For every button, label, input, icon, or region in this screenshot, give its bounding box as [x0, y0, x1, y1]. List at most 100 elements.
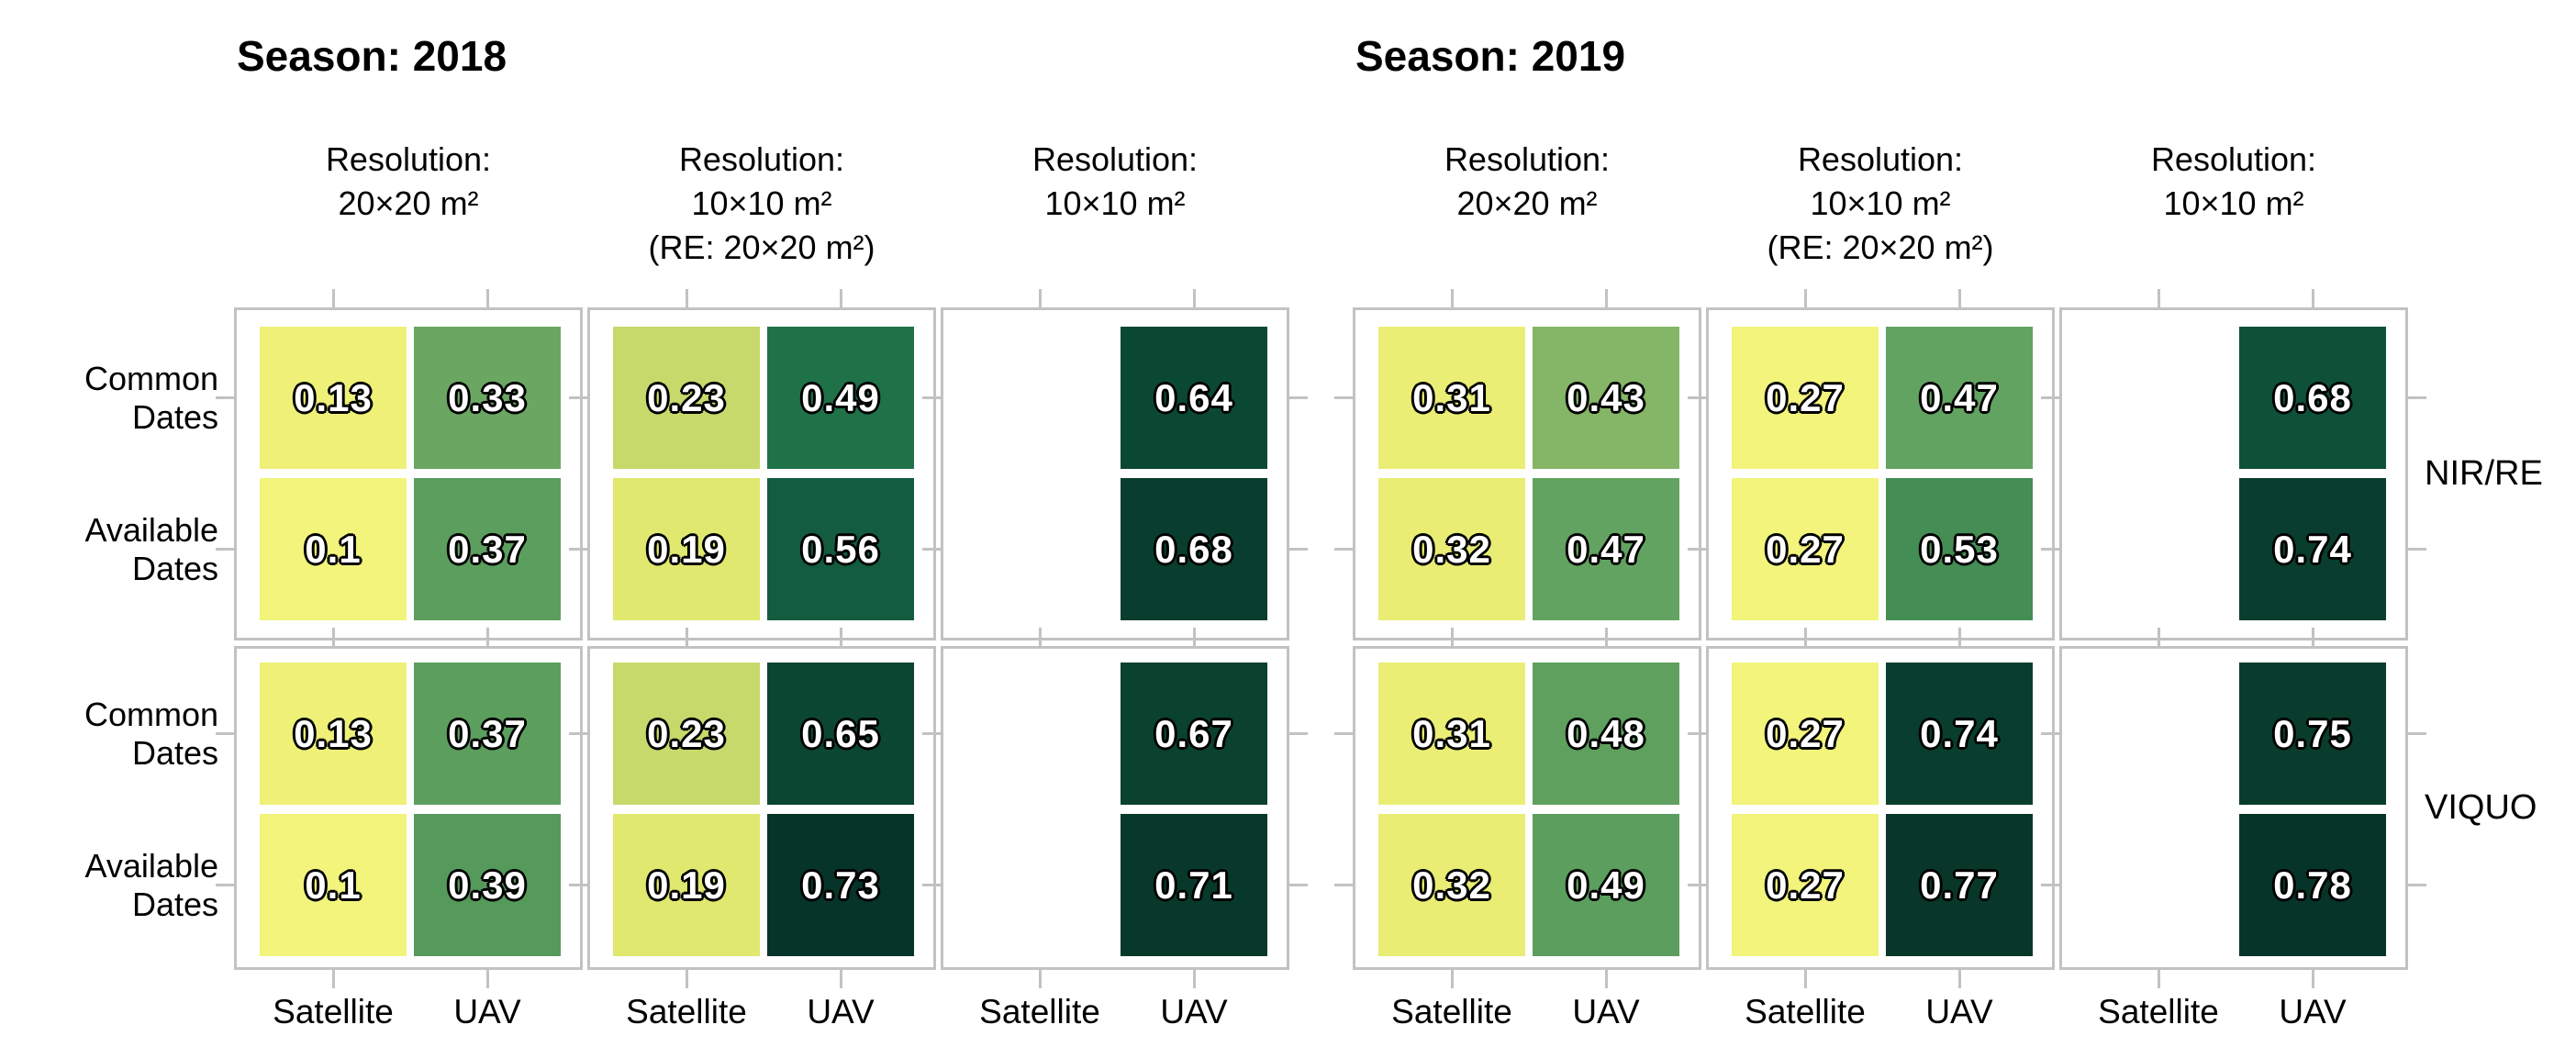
cell-value-label: 0.27: [1766, 711, 1845, 755]
heatmap-cell: 0.13: [260, 327, 407, 469]
resolution-header: Resolution: 10×10 m² (RE: 20×20 m²): [648, 140, 875, 266]
axis-tick-x: [2157, 628, 2160, 646]
x-axis-label-satellite: Satellite: [2098, 993, 2219, 1030]
axis-tick-x: [1803, 970, 1807, 988]
axis-tick-y: [2408, 732, 2426, 735]
heatmap-cell: 0.27: [1732, 814, 1879, 956]
cell-value-label: 0.27: [1766, 527, 1845, 571]
heatmap-cell: 0.56: [767, 478, 914, 620]
axis-tick-y: [922, 884, 941, 886]
axis-tick-x: [1604, 628, 1608, 646]
heatmap-cell: 0.37: [414, 663, 561, 805]
axis-tick-y: [2041, 548, 2059, 551]
heatmap-cell: 0.23: [613, 663, 760, 805]
axis-tick-x: [839, 628, 842, 646]
cell-value-label: 0.13: [294, 711, 373, 755]
x-axis-label-uav: UAV: [807, 993, 875, 1030]
heatmap-cell: 0.75: [2239, 663, 2386, 805]
cell-value-label: 0.74: [1920, 711, 1999, 755]
cell-value-label: 0.73: [801, 863, 880, 907]
axis-tick-y: [1289, 732, 1308, 735]
heatmap-cell: 0.27: [1732, 327, 1879, 469]
axis-tick-x: [2311, 289, 2314, 307]
x-axis-label-satellite: Satellite: [979, 993, 1100, 1030]
heatmap-cell: 0.77: [1886, 814, 2033, 956]
cell-value-label: 0.37: [448, 527, 527, 571]
y-axis-label-common-dates: Common Dates: [84, 695, 218, 772]
cell-value-label: 0.37: [448, 711, 527, 755]
cell-value-label: 0.19: [647, 863, 726, 907]
x-axis-label-satellite: Satellite: [273, 993, 394, 1030]
heatmap-cell: 0.74: [1886, 663, 2033, 805]
cell-value-label: 0.31: [1412, 375, 1491, 419]
axis-tick-x: [1803, 628, 1807, 646]
cell-value-label: 0.33: [448, 375, 527, 419]
cell-value-label: 0.32: [1412, 527, 1491, 571]
heatmap-cell: 0.68: [2239, 327, 2386, 469]
axis-tick-x: [2157, 970, 2160, 988]
axis-tick-x: [1450, 289, 1454, 307]
heatmap-cell: 0.68: [1121, 478, 1267, 620]
axis-tick-x: [1957, 970, 1961, 988]
cell-value-label: 0.32: [1412, 863, 1491, 907]
cell-value-label: 0.56: [801, 527, 880, 571]
axis-tick-y: [1289, 548, 1308, 551]
axis-tick-y: [1289, 396, 1308, 399]
axis-tick-x: [839, 970, 842, 988]
axis-tick-x: [685, 628, 688, 646]
y-axis-label-available-dates: Available Dates: [84, 846, 218, 923]
axis-tick-y: [2041, 732, 2059, 735]
axis-tick-x: [485, 289, 489, 307]
heatmap-cell: 0.27: [1732, 663, 1879, 805]
heatmap-cell: 0.27: [1732, 478, 1879, 620]
axis-tick-y: [2408, 548, 2426, 551]
heatmap-cell: 0.31: [1378, 327, 1525, 469]
cell-value-label: 0.65: [801, 711, 880, 755]
heatmap-cell: 0.23: [613, 327, 760, 469]
axis-tick-y: [216, 884, 234, 886]
x-axis-label-uav: UAV: [1925, 993, 1993, 1030]
heatmap-cell: 0.31: [1378, 663, 1525, 805]
axis-tick-y: [569, 548, 587, 551]
axis-tick-y: [1334, 396, 1353, 399]
heatmap-cell: 0.65: [767, 663, 914, 805]
cell-value-label: 0.48: [1567, 711, 1645, 755]
heatmap-cell: 0.53: [1886, 478, 2033, 620]
x-axis-label-uav: UAV: [453, 993, 521, 1030]
cell-value-label: 0.39: [448, 863, 527, 907]
resolution-header: Resolution: 10×10 m²: [1032, 140, 1199, 222]
cell-value-label: 0.49: [1567, 863, 1645, 907]
cell-value-label: 0.23: [647, 711, 726, 755]
axis-tick-x: [331, 289, 335, 307]
axis-tick-x: [331, 628, 335, 646]
cell-value-label: 0.31: [1412, 711, 1491, 755]
cell-value-label: 0.47: [1567, 527, 1645, 571]
heatmap-cell: 0.47: [1533, 478, 1679, 620]
axis-tick-y: [569, 732, 587, 735]
axis-tick-x: [1038, 628, 1042, 646]
heatmap-cell: 0.19: [613, 814, 760, 956]
x-axis-label-satellite: Satellite: [626, 993, 747, 1030]
cell-value-label: 0.67: [1154, 711, 1233, 755]
axis-tick-y: [922, 732, 941, 735]
axis-tick-y: [569, 884, 587, 886]
facet-strip-label-viquo: VIQUO: [2425, 788, 2537, 827]
axis-tick-y: [2408, 396, 2426, 399]
heatmap-cell: 0.32: [1378, 814, 1525, 956]
axis-tick-y: [1334, 548, 1353, 551]
cell-value-label: 0.74: [2273, 527, 2352, 571]
heatmap-cell: 0.49: [767, 327, 914, 469]
facet-strip-label-nir-re: NIR/RE: [2425, 454, 2543, 493]
axis-tick-x: [1038, 970, 1042, 988]
cell-value-label: 0.49: [801, 375, 880, 419]
resolution-header: Resolution: 10×10 m²: [2150, 140, 2317, 222]
axis-tick-x: [2157, 289, 2160, 307]
season-title-2019: Season: 2019: [1355, 32, 1626, 80]
cell-value-label: 0.27: [1766, 863, 1845, 907]
heatmap-cell: 0.78: [2239, 814, 2386, 956]
axis-tick-y: [2041, 396, 2059, 399]
axis-tick-y: [216, 732, 234, 735]
heatmap-cell: 0.73: [767, 814, 914, 956]
heatmap-cell: 0.67: [1121, 663, 1267, 805]
